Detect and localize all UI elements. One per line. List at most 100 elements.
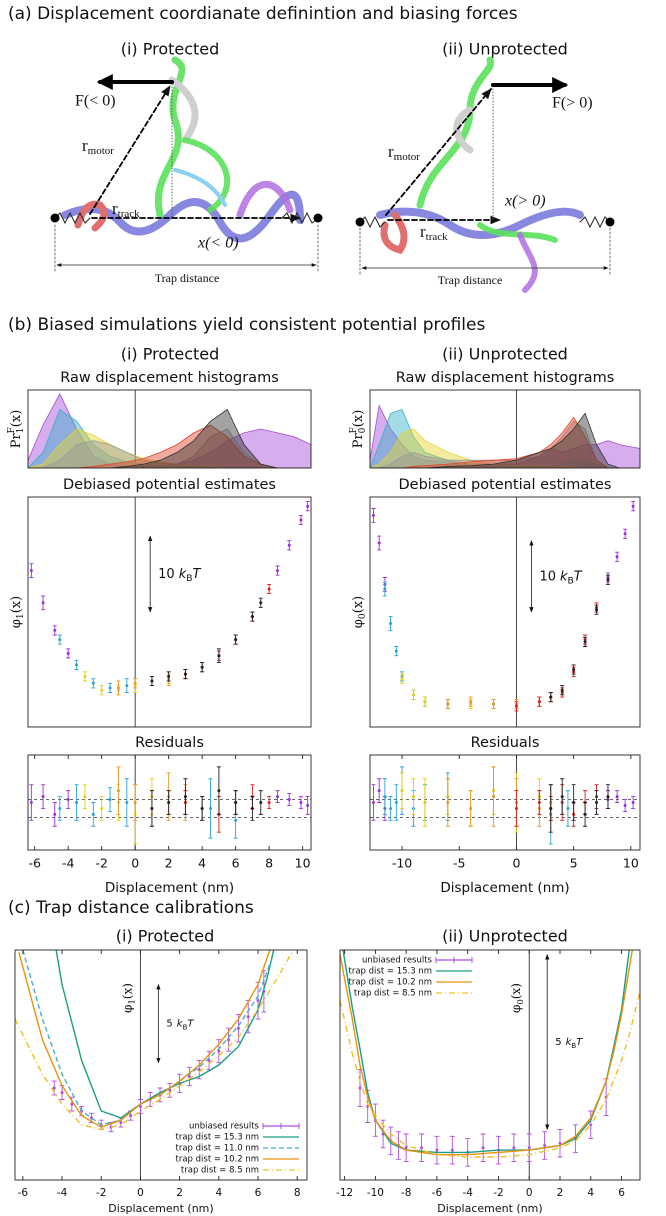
y-axis-label: Pr1F(x) — [7, 410, 26, 449]
x-tick-label: 4 — [198, 856, 206, 871]
panel-subtitle: (ii) Unprotected — [442, 345, 568, 364]
label-part: T — [192, 567, 201, 582]
label-part: (x) — [351, 596, 366, 613]
x-tick-label: -12 — [336, 1187, 353, 1199]
plot-area — [15, 950, 294, 1180]
label-part: T — [574, 569, 583, 584]
data-point — [492, 795, 496, 799]
data-point — [116, 686, 120, 690]
legend-label: trap dist = 11.0 nm — [176, 1144, 259, 1154]
data-point — [125, 801, 129, 804]
data-point — [450, 1148, 454, 1152]
data-point — [595, 608, 599, 612]
plot-frame — [27, 754, 312, 851]
curve — [15, 950, 294, 1131]
label-part: 1 — [16, 428, 26, 434]
label-part: k — [177, 1019, 184, 1030]
label-part: 1 — [126, 999, 136, 1004]
data-point — [200, 806, 204, 810]
data-point — [217, 654, 221, 658]
data-point — [377, 789, 381, 793]
panel-title: (a) Displacement coordianate definintion… — [8, 4, 518, 24]
label-part: Pr — [351, 433, 366, 449]
data-point — [168, 1088, 172, 1092]
panel-title: (c) Trap distance calibrations — [8, 898, 254, 918]
histogram-area — [28, 408, 311, 468]
x-tick-label: 6 — [232, 856, 240, 871]
chart-title: Raw displacement histograms — [396, 370, 615, 386]
data-point — [41, 795, 45, 799]
data-point — [492, 702, 496, 706]
x-label: x(> 0) — [504, 193, 546, 210]
data-point — [537, 801, 541, 804]
data-point — [583, 640, 587, 644]
data-point — [66, 651, 70, 655]
data-point — [383, 795, 387, 799]
x-label: x(< 0) — [197, 235, 239, 252]
data-point — [58, 806, 62, 810]
x-axis-label: Displacement (nm) — [440, 880, 569, 896]
label-part: φ — [120, 1005, 134, 1013]
plot-frame — [369, 496, 641, 728]
label-part: φ — [351, 619, 366, 628]
chart-title: Raw displacement histograms — [60, 370, 279, 386]
label-part: 10 — [158, 567, 175, 582]
data-point — [66, 798, 70, 802]
data-point — [558, 1141, 562, 1145]
data-point — [446, 801, 450, 804]
y-axis-label: φ1(x) — [120, 983, 136, 1013]
panel-subtitle: (i) Protected — [121, 345, 220, 364]
x-tick-label: 0 — [512, 856, 520, 871]
data-point — [267, 801, 271, 804]
data-point — [543, 1144, 547, 1147]
r-motor-label: rmotor — [82, 136, 114, 157]
data-point — [267, 587, 271, 591]
diagram-right — [355, 56, 615, 293]
data-point — [299, 801, 303, 804]
label-part: 10 — [539, 569, 556, 584]
chart-title: Residuals — [471, 735, 540, 751]
plot-area — [28, 755, 311, 850]
x-tick-label: 2 — [165, 856, 173, 871]
legend-label: trap dist = 10.2 nm — [176, 1155, 259, 1165]
plot-frame — [14, 949, 308, 1181]
legend-label: trap dist = 10.2 nm — [349, 978, 432, 988]
x-tick-label: -5 — [453, 856, 465, 871]
data-point — [411, 795, 415, 799]
data-point — [209, 806, 213, 810]
data-point — [75, 801, 79, 804]
data-point — [116, 789, 120, 793]
legend-label: unbiased results — [189, 1122, 260, 1132]
data-point — [400, 677, 404, 681]
data-point — [631, 504, 635, 508]
panel-subtitle: (ii) Unprotected — [442, 40, 568, 59]
data-point — [250, 806, 254, 810]
plot-area — [371, 497, 636, 727]
x-tick-label: 6 — [618, 1187, 625, 1199]
chart-title: Debiased potential estimates — [63, 477, 276, 493]
data-point — [29, 801, 33, 804]
plot-frame — [27, 389, 312, 469]
data-point — [256, 999, 260, 1003]
x-tick-label: -4 — [462, 1187, 473, 1199]
data-point — [70, 1102, 74, 1106]
data-point — [138, 1104, 142, 1108]
label-part: φ — [509, 1005, 523, 1013]
data-point — [183, 795, 187, 799]
legend-label: trap dist = 15.3 nm — [176, 1133, 259, 1143]
data-point — [183, 672, 187, 676]
chart: Residuals -6 -4 -2 0 2 4 6 8 10 Displacement (nm) — [27, 735, 312, 896]
label-part: 1 — [16, 613, 26, 619]
data-point — [549, 695, 553, 699]
label-part: 0 — [358, 613, 368, 619]
r-motor-label: rmotor — [388, 142, 420, 163]
chart: -6 -4 -2 0 2 4 6 8 Displacement (nm) unbiased res… — [14, 949, 308, 1215]
data-point — [394, 801, 398, 804]
data-point — [100, 806, 104, 810]
x-tick-label: 6 — [255, 1187, 262, 1199]
panel-subtitle: (ii) Unprotected — [442, 927, 568, 946]
x-axis-label: Displacement (nm) — [437, 1202, 542, 1215]
diagram-left — [50, 56, 323, 273]
data-point — [306, 504, 310, 508]
